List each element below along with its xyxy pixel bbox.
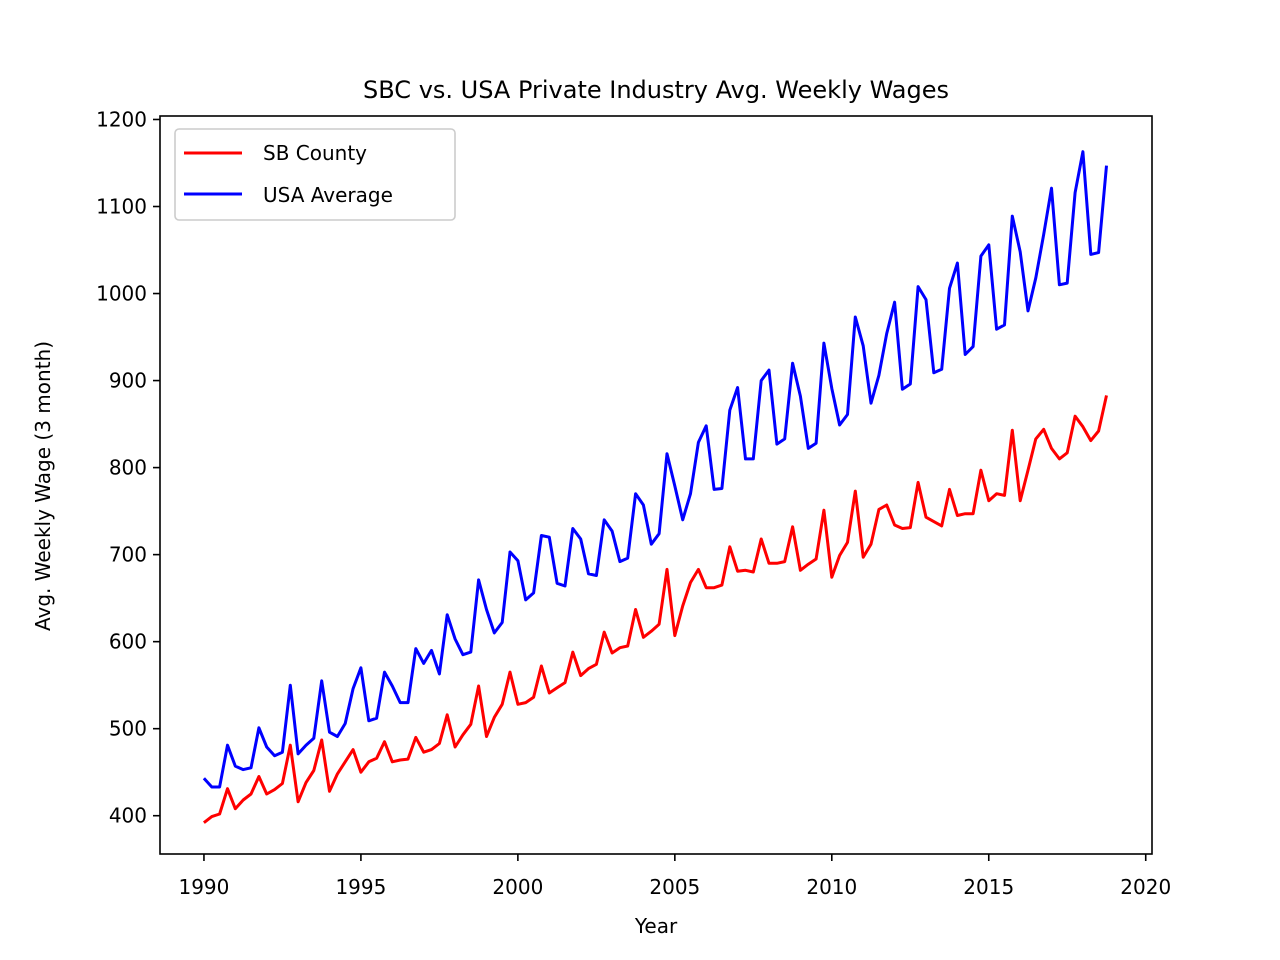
x-axis: 1990 1995 2000 2005 2010 2015 2020 — [178, 854, 1171, 899]
series-line-sb-county — [202, 395, 1108, 824]
y-axis-label: Avg. Weekly Wage (3 month) — [31, 341, 55, 631]
series-line-usa-average — [202, 150, 1108, 789]
chart-title: SBC vs. USA Private Industry Avg. Weekly… — [363, 76, 949, 104]
legend-box — [174, 128, 456, 221]
legend-label-usa-average: USA Average — [263, 183, 393, 207]
y-tick-label: 700 — [109, 543, 147, 567]
axes-frame — [159, 115, 1153, 855]
y-tick-label: 900 — [109, 369, 147, 393]
x-tick-label: 2010 — [806, 875, 857, 899]
y-tick-label: 1200 — [96, 107, 147, 131]
y-tick-label: 400 — [109, 804, 147, 828]
x-axis-label: Year — [634, 914, 678, 938]
x-tick-label: 2005 — [649, 875, 700, 899]
y-tick-label: 500 — [109, 717, 147, 741]
x-tick-label: 2015 — [963, 875, 1014, 899]
y-tick-label: 600 — [109, 630, 147, 654]
y-tick-label: 800 — [109, 456, 147, 480]
legend: SB County USA Average — [174, 128, 456, 221]
y-tick-label: 1100 — [96, 195, 147, 219]
y-tick-label: 1000 — [96, 282, 147, 306]
y-axis: 400 500 600 700 800 900 1000 1100 1200 — [96, 107, 160, 828]
x-tick-label: 1990 — [178, 875, 229, 899]
plot-area — [202, 150, 1108, 824]
x-tick-label: 2020 — [1120, 875, 1171, 899]
x-tick-label: 2000 — [492, 875, 543, 899]
x-tick-label: 1995 — [335, 875, 386, 899]
legend-label-sb-county: SB County — [263, 141, 367, 165]
